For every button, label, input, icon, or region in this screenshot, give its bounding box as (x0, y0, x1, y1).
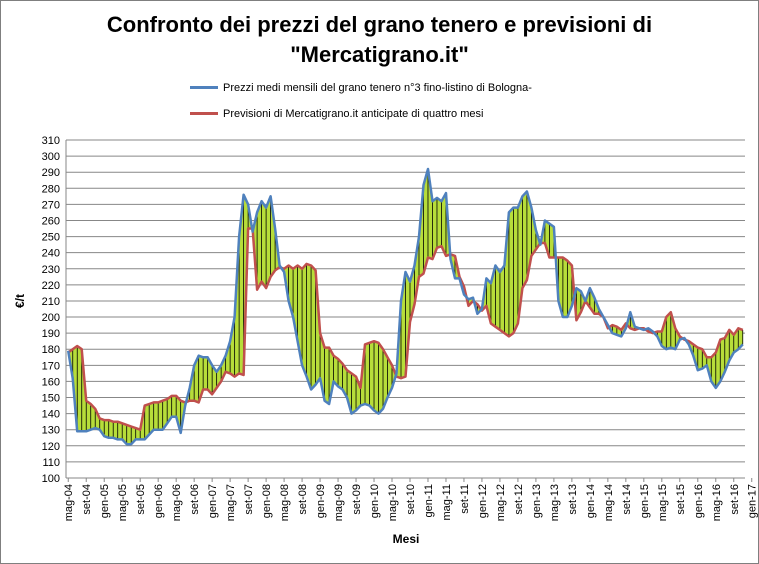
y-tick-label: 260 (42, 215, 60, 227)
x-tick-label: gen-06 (153, 484, 165, 518)
x-tick-label: mag-05 (117, 484, 129, 521)
y-tick-label: 250 (42, 232, 60, 244)
chart-title-line-1: Confronto dei prezzi del grano tenero e … (106, 12, 653, 37)
y-tick-label: 110 (42, 457, 60, 469)
x-tick-label: mag-15 (657, 484, 669, 521)
x-tick-label: set-06 (189, 484, 201, 515)
x-tick-label: gen-11 (423, 484, 435, 517)
x-tick-label: mag-09 (333, 484, 345, 521)
y-axis-label-text: €/t (13, 294, 27, 309)
x-tick-label: gen-14 (585, 484, 597, 518)
x-tick-label: mag-14 (603, 484, 615, 521)
x-axis-label: Mesi (392, 532, 420, 546)
x-tick-label: mag-13 (549, 484, 561, 521)
x-tick-label: mag-16 (711, 484, 723, 521)
x-tick-label: set-13 (567, 484, 579, 515)
x-tick-label: set-10 (405, 484, 417, 515)
y-tick-label: 140 (42, 409, 60, 421)
x-tick-label: gen-13 (531, 484, 543, 518)
x-tick-label: set-16 (729, 484, 741, 515)
x-tick-label: set-14 (621, 484, 633, 515)
y-tick-label: 230 (42, 264, 60, 276)
y-tick-label: 150 (42, 393, 60, 405)
y-tick-label: 310 (42, 135, 60, 147)
y-tick-label: 190 (42, 328, 60, 340)
x-tick-label: mag-07 (225, 484, 237, 521)
x-tick-label: set-15 (675, 484, 687, 515)
x-tick-label: set-11 (459, 484, 471, 514)
series-line-prices (66, 167, 744, 446)
x-tick-label: set-04 (81, 484, 93, 515)
y-tick-label: 180 (42, 344, 60, 356)
y-tick-label: 160 (42, 376, 60, 388)
y-tick-label: 270 (42, 199, 60, 211)
x-tick-label: gen-08 (261, 484, 273, 518)
x-tick-label: mag-04 (63, 484, 75, 521)
y-tick-label: 240 (42, 248, 60, 260)
x-tick-label: set-07 (243, 484, 255, 515)
x-tick-label: mag-06 (171, 484, 183, 521)
x-tick-label: set-05 (135, 484, 147, 515)
series-line-forecast (67, 227, 744, 431)
x-tick-label: gen-07 (207, 484, 219, 518)
x-tick-label: set-09 (351, 484, 363, 515)
y-tick-label: 100 (42, 473, 60, 485)
chart-title-line-2: "Mercatigrano.it" (290, 42, 469, 67)
y-tick-label: 170 (42, 360, 60, 372)
x-tick-label: set-08 (297, 484, 309, 515)
x-tick-label: mag-10 (387, 484, 399, 521)
x-tick-label: gen-10 (369, 484, 381, 518)
legend-swatch-prices (190, 86, 218, 89)
x-tick-label: gen-05 (99, 484, 111, 518)
legend-label-forecast: Previsioni di Mercatigrano.it anticipate… (223, 108, 484, 120)
y-tick-label: 200 (42, 312, 60, 324)
x-tick-label: set-12 (513, 484, 525, 515)
y-tick-label: 300 (42, 151, 60, 163)
x-tick-label: mag-12 (495, 484, 507, 521)
y-tick-label: 130 (42, 425, 60, 437)
x-tick-label: mag-08 (279, 484, 291, 521)
y-tick-label: 280 (42, 183, 60, 195)
x-tick-label: gen-16 (693, 484, 705, 518)
x-tick-label: gen-09 (315, 484, 327, 518)
x-tick-label: gen-12 (477, 484, 489, 518)
x-tick-label: gen-17 (747, 484, 759, 518)
x-tick-label: gen-15 (639, 484, 651, 518)
legend-label-prices: Prezzi medi mensili del grano tenero n°3… (223, 82, 532, 94)
chart-title: Confronto dei prezzi del grano tenero e … (0, 10, 759, 70)
legend-swatch-forecast (190, 112, 218, 115)
y-tick-label: 120 (42, 441, 60, 453)
y-tick-label: 220 (42, 280, 60, 292)
y-tick-label: 290 (42, 167, 60, 179)
y-tick-label: 210 (42, 296, 60, 308)
x-tick-label: mag-11 (441, 484, 453, 520)
